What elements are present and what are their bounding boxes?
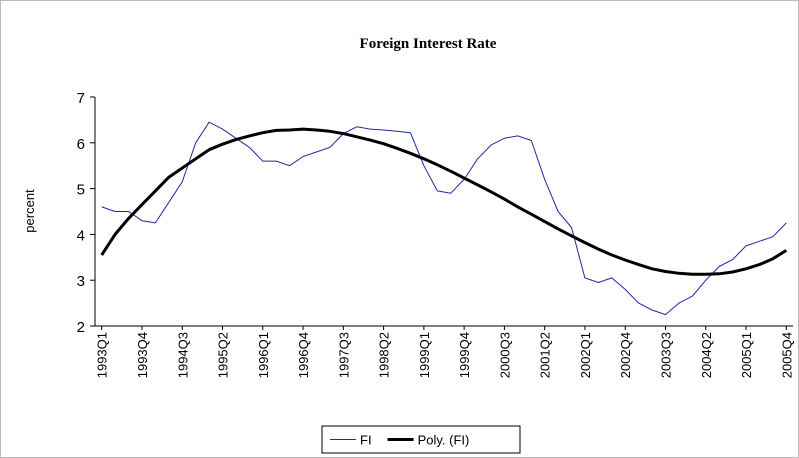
y-tick-label: 5 [77, 182, 85, 199]
chart-title: Foreign Interest Rate [360, 36, 497, 52]
legend-label: FI [360, 433, 372, 448]
x-tick-label: 1994Q3 [175, 332, 190, 378]
x-tick-label: 1993Q4 [135, 332, 150, 378]
x-tick-label: 2002Q4 [618, 332, 633, 378]
x-tick-label: 2005Q1 [739, 332, 754, 378]
legend-label: Poly. (FI) [418, 433, 470, 448]
x-tick-label: 1999Q4 [457, 332, 472, 378]
y-axis-label: percent [22, 189, 37, 233]
y-tick-label: 6 [77, 136, 85, 153]
series-line [100, 127, 788, 276]
x-tick-label: 1993Q1 [95, 332, 110, 378]
x-tick-label: 2005Q4 [779, 332, 794, 378]
x-tick-label: 1996Q1 [256, 332, 271, 378]
y-tick-label: 7 [77, 90, 85, 107]
x-tick-label: 1996Q4 [296, 332, 311, 378]
y-tick-label: 2 [77, 319, 85, 336]
x-tick-label: 2000Q3 [497, 332, 512, 378]
x-tick-label: 1999Q1 [417, 332, 432, 378]
x-tick-label: 2001Q2 [538, 332, 553, 378]
x-tick-label: 1998Q2 [377, 332, 392, 378]
x-tick-label: 1995Q2 [216, 332, 231, 378]
x-tick-label: 2002Q1 [578, 332, 593, 378]
y-tick-label: 4 [77, 227, 85, 244]
x-tick-label: 2004Q2 [699, 332, 714, 378]
x-tick-label: 2003Q3 [658, 332, 673, 378]
y-tick-label: 3 [77, 273, 85, 290]
x-tick-label: 1997Q3 [336, 332, 351, 378]
series-line [101, 121, 787, 316]
